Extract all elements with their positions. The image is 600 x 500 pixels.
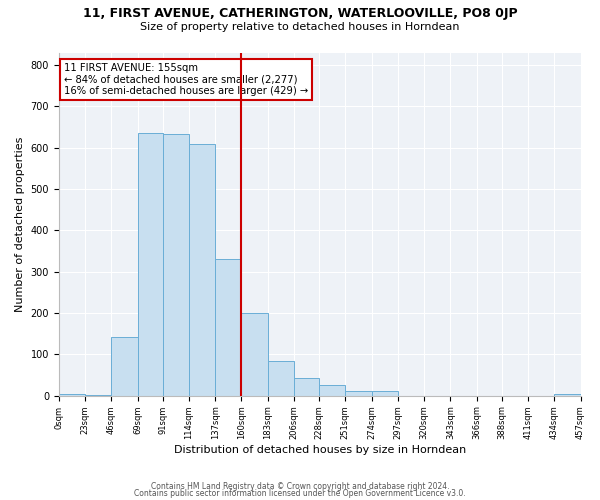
Bar <box>268 361 294 396</box>
Bar <box>59 394 85 396</box>
Bar <box>163 134 189 396</box>
Bar <box>241 312 268 396</box>
Bar <box>371 391 398 396</box>
Bar <box>137 132 163 396</box>
Bar <box>215 259 241 396</box>
Bar <box>319 384 346 396</box>
Bar <box>346 391 371 396</box>
Text: Size of property relative to detached houses in Horndean: Size of property relative to detached ho… <box>140 22 460 32</box>
X-axis label: Distribution of detached houses by size in Horndean: Distribution of detached houses by size … <box>173 445 466 455</box>
Bar <box>111 336 137 396</box>
Text: Contains HM Land Registry data © Crown copyright and database right 2024.: Contains HM Land Registry data © Crown c… <box>151 482 449 491</box>
Y-axis label: Number of detached properties: Number of detached properties <box>15 136 25 312</box>
Text: 11, FIRST AVENUE, CATHERINGTON, WATERLOOVILLE, PO8 0JP: 11, FIRST AVENUE, CATHERINGTON, WATERLOO… <box>83 8 517 20</box>
Text: Contains public sector information licensed under the Open Government Licence v3: Contains public sector information licen… <box>134 488 466 498</box>
Bar <box>554 394 581 396</box>
Bar <box>85 395 111 396</box>
Text: 11 FIRST AVENUE: 155sqm
← 84% of detached houses are smaller (2,277)
16% of semi: 11 FIRST AVENUE: 155sqm ← 84% of detache… <box>64 63 308 96</box>
Bar <box>189 144 215 396</box>
Bar <box>294 378 319 396</box>
